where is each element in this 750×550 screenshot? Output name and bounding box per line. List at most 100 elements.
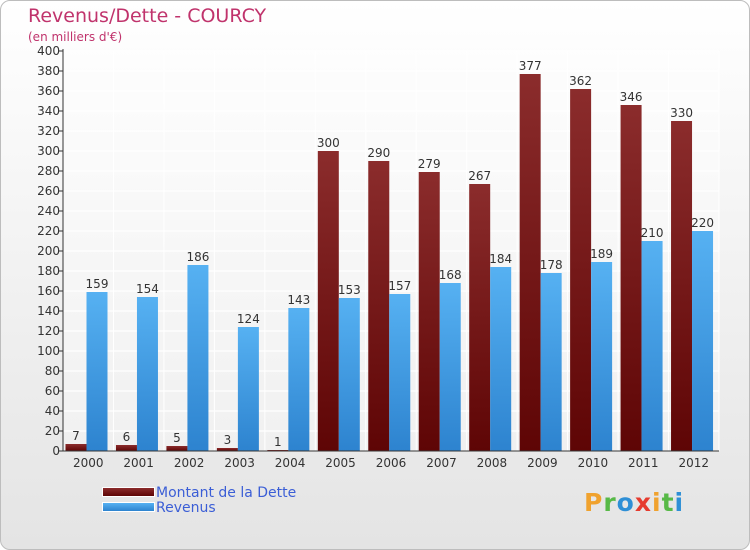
data-label: 143 bbox=[287, 293, 310, 307]
data-label: 1 bbox=[274, 435, 282, 449]
bar-dette bbox=[469, 184, 491, 451]
bar-revenus bbox=[692, 231, 714, 451]
bar-dette bbox=[216, 448, 238, 451]
legend-label-dette: Montant de la Dette bbox=[156, 485, 297, 501]
bar-revenus bbox=[237, 327, 259, 451]
chart-subtitle: (en milliers d'€) bbox=[28, 30, 123, 44]
y-tick-label: 340 bbox=[37, 104, 60, 118]
data-label: 153 bbox=[338, 283, 361, 297]
bar-revenus bbox=[641, 241, 663, 451]
y-tick-label: 220 bbox=[37, 224, 60, 238]
bar-revenus bbox=[187, 265, 209, 451]
data-label: 267 bbox=[468, 169, 491, 183]
x-tick-label: 2002 bbox=[174, 456, 205, 470]
x-tick-label: 2004 bbox=[275, 456, 306, 470]
data-label: 189 bbox=[590, 247, 613, 261]
logo-letter: x bbox=[634, 488, 652, 517]
bar-revenus bbox=[86, 292, 108, 451]
y-tick-label: 380 bbox=[37, 64, 60, 78]
data-label: 186 bbox=[186, 250, 209, 264]
y-tick-label: 160 bbox=[37, 284, 60, 298]
data-label: 124 bbox=[237, 312, 260, 326]
x-tick-label: 2009 bbox=[527, 456, 558, 470]
data-label: 330 bbox=[670, 106, 693, 120]
y-tick-label: 100 bbox=[37, 344, 60, 358]
bar-revenus bbox=[288, 308, 310, 451]
x-tick-label: 2001 bbox=[123, 456, 154, 470]
x-tick-label: 2007 bbox=[426, 456, 457, 470]
y-tick-label: 200 bbox=[37, 244, 60, 258]
bar-revenus bbox=[389, 294, 411, 451]
data-label: 6 bbox=[123, 430, 131, 444]
legend-swatch-dette bbox=[102, 487, 155, 497]
bar-revenus bbox=[136, 297, 158, 451]
data-label: 178 bbox=[540, 258, 563, 272]
data-label: 168 bbox=[439, 268, 462, 282]
data-label: 362 bbox=[569, 74, 592, 88]
data-label: 220 bbox=[691, 216, 714, 230]
bar-revenus bbox=[490, 267, 512, 451]
logo-letter: r bbox=[603, 488, 617, 517]
logo-letter: o bbox=[616, 488, 635, 517]
bar-dette bbox=[317, 151, 339, 451]
bar-dette bbox=[166, 446, 188, 451]
legend-swatch-revenus bbox=[102, 502, 155, 512]
bar-dette bbox=[115, 445, 137, 451]
logo-letter: P bbox=[584, 488, 604, 517]
data-label: 3 bbox=[224, 433, 232, 447]
bar-dette bbox=[620, 105, 642, 451]
x-tick-label: 2005 bbox=[325, 456, 356, 470]
legend-label-revenus: Revenus bbox=[156, 500, 216, 516]
y-tick-label: 300 bbox=[37, 144, 60, 158]
y-tick-label: 140 bbox=[37, 304, 60, 318]
data-label: 157 bbox=[388, 279, 411, 293]
y-tick-label: 20 bbox=[45, 424, 60, 438]
y-tick-label: 120 bbox=[37, 324, 60, 338]
x-tick-label: 2006 bbox=[376, 456, 407, 470]
x-tick-label: 2011 bbox=[628, 456, 659, 470]
y-tick-label: 280 bbox=[37, 164, 60, 178]
y-tick-label: 180 bbox=[37, 264, 60, 278]
data-label: 210 bbox=[641, 226, 664, 240]
bar-revenus bbox=[338, 298, 360, 451]
data-label: 377 bbox=[519, 59, 542, 73]
logo-letter: t bbox=[661, 488, 675, 517]
x-tick-label: 2003 bbox=[224, 456, 255, 470]
y-tick-label: 0 bbox=[52, 444, 60, 458]
y-tick-label: 320 bbox=[37, 124, 60, 138]
data-label: 5 bbox=[173, 431, 181, 445]
bar-revenus bbox=[439, 283, 461, 451]
data-label: 300 bbox=[317, 136, 340, 150]
y-tick-label: 240 bbox=[37, 204, 60, 218]
data-label: 184 bbox=[489, 252, 512, 266]
x-tick-label: 2008 bbox=[477, 456, 508, 470]
data-label: 159 bbox=[86, 277, 109, 291]
bar-revenus bbox=[540, 273, 562, 451]
bar-dette bbox=[671, 121, 693, 451]
x-tick-label: 2010 bbox=[578, 456, 609, 470]
y-tick-label: 40 bbox=[45, 404, 60, 418]
data-label: 154 bbox=[136, 282, 159, 296]
bar-revenus bbox=[591, 262, 613, 451]
bar-dette bbox=[570, 89, 592, 451]
y-tick-label: 360 bbox=[37, 84, 60, 98]
data-label: 7 bbox=[72, 429, 80, 443]
chart-title: Revenus/Dette - COURCY bbox=[28, 5, 267, 27]
data-label: 290 bbox=[367, 146, 390, 160]
x-tick-label: 2012 bbox=[678, 456, 709, 470]
bar-dette bbox=[519, 74, 541, 451]
y-tick-label: 400 bbox=[37, 44, 60, 58]
y-tick-label: 80 bbox=[45, 364, 60, 378]
logo-letter: i bbox=[674, 488, 685, 517]
bar-dette bbox=[368, 161, 390, 451]
bar-dette bbox=[65, 444, 87, 451]
logo-letter: i bbox=[652, 488, 662, 517]
proxiti-logo: Proxiti bbox=[584, 488, 684, 517]
x-tick-label: 2000 bbox=[73, 456, 104, 470]
data-label: 346 bbox=[620, 90, 643, 104]
data-label: 279 bbox=[418, 157, 441, 171]
y-tick-label: 60 bbox=[45, 384, 60, 398]
bar-dette bbox=[418, 172, 440, 451]
